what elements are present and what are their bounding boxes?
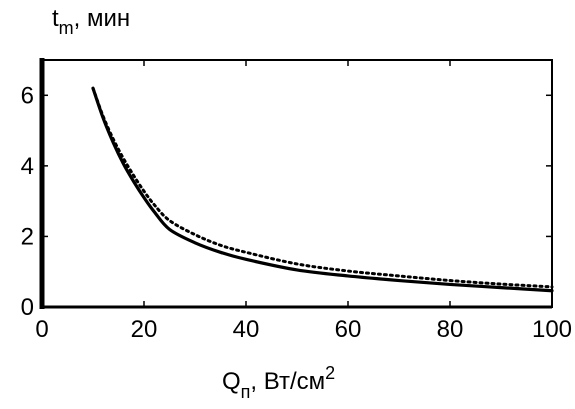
series-layer xyxy=(91,86,554,293)
x-tick-label: 100 xyxy=(532,316,572,343)
x-axis-symbol: Q xyxy=(222,368,241,395)
x-axis-unit: , Вт/см xyxy=(250,368,325,395)
y-tick-label: 4 xyxy=(21,153,34,180)
y-axis-subscript: m xyxy=(59,18,74,38)
y-axis-title: tm, мин xyxy=(52,5,130,38)
y-tick-label: 0 xyxy=(21,294,34,321)
x-tick-label: 20 xyxy=(131,316,158,343)
y-axis-symbol: t xyxy=(52,5,59,32)
x-tick-label: 0 xyxy=(35,316,48,343)
series-line-solid xyxy=(91,86,554,293)
ticks-layer: 0 20 40 60 80 100 0 2 4 6 xyxy=(21,60,572,343)
y-tick-label: 2 xyxy=(21,223,34,250)
plot-frame xyxy=(39,58,553,309)
x-tick-label: 40 xyxy=(233,316,260,343)
y-tick-label: 6 xyxy=(21,82,34,109)
y-axis-unit: , мин xyxy=(74,5,131,32)
series-line-dotted xyxy=(91,86,554,289)
x-axis-superscript: 2 xyxy=(325,363,335,383)
x-axis-title: Qп, Вт/см2 xyxy=(222,363,335,402)
x-tick-label: 80 xyxy=(437,316,464,343)
x-tick-label: 60 xyxy=(335,316,362,343)
x-axis-subscript: п xyxy=(241,382,251,402)
